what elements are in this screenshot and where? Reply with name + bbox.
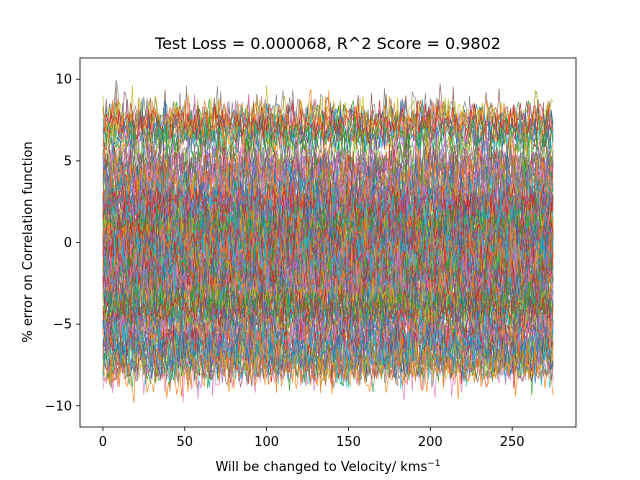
y-tick-label: 0 (64, 236, 72, 251)
x-tick-label: 200 (418, 435, 443, 450)
series-line (102, 341, 554, 388)
y-tick-label: −10 (45, 399, 72, 414)
series-line (102, 178, 554, 225)
y-tick-label: 10 (55, 73, 72, 88)
chart-title: Test Loss = 0.000068, R^2 Score = 0.9802 (154, 34, 501, 53)
x-axis-label-exponent: −1 (427, 459, 440, 469)
x-axis: 0 50 100 150 200 250 (99, 427, 525, 450)
series-line (102, 100, 554, 147)
series-line (102, 294, 554, 366)
x-tick-label: 0 (99, 435, 107, 450)
x-tick-label: 50 (176, 435, 193, 450)
series-line (102, 173, 554, 217)
x-tick-label: 250 (500, 435, 525, 450)
x-axis-label-text: Will be changed to Velocity/ kms (215, 460, 427, 475)
x-tick-label: 150 (336, 435, 361, 450)
series-line (102, 88, 554, 155)
plot-area (102, 80, 554, 404)
x-tick-label: 100 (254, 435, 279, 450)
y-axis: −10 −5 0 5 10 (45, 73, 80, 414)
series-line (102, 213, 554, 263)
series-line (102, 312, 554, 389)
y-axis-label: % error on Correlation function (21, 141, 36, 342)
x-axis-label: Will be changed to Velocity/ kms−1 (215, 459, 440, 475)
y-tick-label: −5 (53, 318, 72, 333)
series-line (102, 332, 554, 404)
series-line (102, 249, 554, 297)
series-layer (102, 80, 554, 404)
y-tick-label: 5 (64, 154, 72, 169)
